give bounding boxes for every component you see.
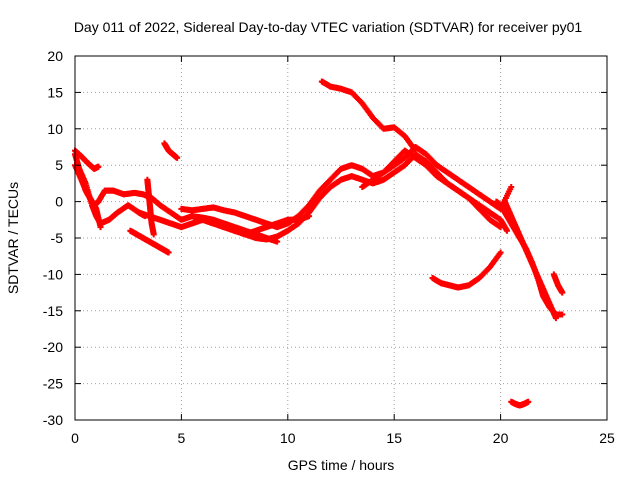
series-track-4 xyxy=(76,169,104,231)
series-track-16 xyxy=(550,271,566,296)
y-tick-label: 5 xyxy=(55,157,63,173)
y-tick-label: 20 xyxy=(47,48,63,64)
data-point xyxy=(552,315,559,322)
y-tick-label: 15 xyxy=(47,84,63,100)
data-point xyxy=(525,398,532,405)
tick-layer: 0 5 10 15 20 25 -30 -25 -20 -15 -10 -5 0 5 10 15 20 xyxy=(43,48,615,446)
y-tick-label: 0 xyxy=(55,194,63,210)
x-tick-label: 25 xyxy=(599,430,615,446)
y-axis-label: SDTVAR / TECUs xyxy=(5,182,21,294)
data-point xyxy=(97,224,104,231)
series-track-11 xyxy=(318,78,419,154)
series-track-17 xyxy=(508,398,532,409)
grid-layer xyxy=(75,56,607,420)
data-point xyxy=(508,184,515,191)
y-tick-label: -5 xyxy=(51,230,64,246)
data-layer xyxy=(72,78,566,409)
x-tick-label: 0 xyxy=(71,430,79,446)
y-tick-label: -10 xyxy=(43,266,63,282)
y-tick-label: 10 xyxy=(47,121,63,137)
x-tick-label: 5 xyxy=(178,430,186,446)
data-point xyxy=(174,154,181,161)
data-point xyxy=(95,163,102,170)
series-track-15 xyxy=(501,198,559,322)
series-track-7 xyxy=(161,140,181,161)
data-point xyxy=(559,289,566,296)
series-track-6 xyxy=(127,227,172,256)
data-point xyxy=(559,311,566,318)
series-track-5 xyxy=(144,176,157,238)
y-tick-label: -20 xyxy=(43,339,63,355)
x-tick-label: 15 xyxy=(386,430,402,446)
data-point xyxy=(150,231,157,238)
y-tick-label: -25 xyxy=(43,376,63,392)
chart-title: Day 011 of 2022, Sidereal Day-to-day VTE… xyxy=(74,19,583,35)
data-point xyxy=(274,238,281,245)
data-point xyxy=(503,227,510,234)
y-tick-label: -30 xyxy=(43,412,63,428)
x-tick-label: 20 xyxy=(493,430,509,446)
x-axis-label: GPS time / hours xyxy=(288,457,395,473)
data-point xyxy=(165,249,172,256)
series-track-10 xyxy=(189,151,510,243)
series-track-13 xyxy=(429,249,504,291)
data-point xyxy=(497,249,504,256)
y-tick-label: -15 xyxy=(43,303,63,319)
x-tick-label: 10 xyxy=(280,430,296,446)
